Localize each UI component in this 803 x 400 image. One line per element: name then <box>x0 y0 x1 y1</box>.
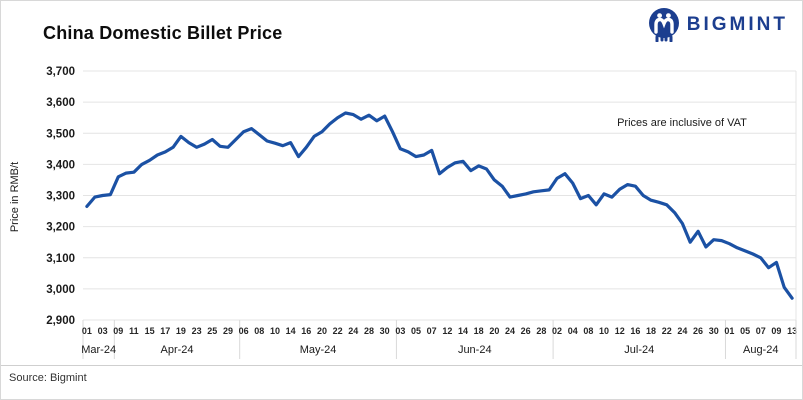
x-tick-label: 01 <box>82 326 92 336</box>
y-tick-label: 3,500 <box>46 128 75 140</box>
x-tick-label: 07 <box>756 326 766 336</box>
x-tick-label: 20 <box>317 326 327 336</box>
x-tick-label: 30 <box>380 326 390 336</box>
x-tick-label: 04 <box>568 326 578 336</box>
x-tick-label: 22 <box>662 326 672 336</box>
x-tick-label: 17 <box>160 326 170 336</box>
x-tick-label: 13 <box>787 326 797 336</box>
y-tick-label: 3,600 <box>46 97 75 109</box>
x-tick-label: 18 <box>474 326 484 336</box>
x-tick-label: 25 <box>207 326 217 336</box>
x-tick-label: 05 <box>740 326 750 336</box>
vat-annotation: Prices are inclusive of VAT <box>617 117 747 129</box>
price-line-series <box>85 111 794 300</box>
x-tick-label: 06 <box>239 326 249 336</box>
x-tick-label: 14 <box>458 326 468 336</box>
x-tick-label: 08 <box>254 326 264 336</box>
x-tick-label: 23 <box>192 326 202 336</box>
x-tick-label: 03 <box>98 326 108 336</box>
month-label: Jul-24 <box>624 344 654 356</box>
page-title: China Domestic Billet Price <box>43 23 283 43</box>
month-label: Aug-24 <box>743 344 778 356</box>
x-tick-label: 01 <box>724 326 734 336</box>
month-label: Mar-24 <box>81 344 116 356</box>
y-tick-label: 3,400 <box>46 159 75 171</box>
x-tick-label: 12 <box>615 326 625 336</box>
x-tick-label: 24 <box>505 326 515 336</box>
x-tick-label: 16 <box>301 326 311 336</box>
x-tick-label: 18 <box>646 326 656 336</box>
y-tick-label: 2,900 <box>46 315 75 327</box>
y-tick-label: 3,300 <box>46 191 75 203</box>
x-tick-label: 22 <box>333 326 343 336</box>
source-note: Source: Bigmint <box>9 372 87 384</box>
y-tick-label: 3,200 <box>46 222 75 234</box>
x-tick-label: 24 <box>348 326 358 336</box>
x-tick-label: 15 <box>145 326 155 336</box>
x-tick-label: 26 <box>521 326 531 336</box>
bigmint-logo-icon <box>648 8 680 42</box>
month-label: Jun-24 <box>458 344 492 356</box>
month-label: May-24 <box>300 344 337 356</box>
x-tick-label: 10 <box>270 326 280 336</box>
month-label: Apr-24 <box>161 344 194 356</box>
x-tick-label: 05 <box>411 326 421 336</box>
bigmint-logo-text: BIGMINT <box>686 14 788 35</box>
y-tick-label: 3,000 <box>46 284 75 296</box>
x-tick-label: 12 <box>442 326 452 336</box>
x-tick-label: 19 <box>176 326 186 336</box>
footer-divider <box>1 365 802 366</box>
x-tick-label: 28 <box>536 326 546 336</box>
x-tick-label: 09 <box>771 326 781 336</box>
bigmint-logo: BIGMINT <box>648 8 788 42</box>
x-tick-label: 03 <box>395 326 405 336</box>
x-tick-label: 30 <box>709 326 719 336</box>
x-tick-label: 10 <box>599 326 609 336</box>
x-tick-label: 02 <box>552 326 562 336</box>
x-tick-label: 14 <box>286 326 296 336</box>
x-tick-label: 24 <box>677 326 687 336</box>
x-tick-label: 07 <box>427 326 437 336</box>
y-tick-label: 3,700 <box>46 66 75 78</box>
x-tick-label: 09 <box>113 326 123 336</box>
x-tick-label: 29 <box>223 326 233 336</box>
x-tick-label: 28 <box>364 326 374 336</box>
x-tick-label: 08 <box>583 326 593 336</box>
y-tick-label: 3,100 <box>46 253 75 265</box>
x-tick-label: 16 <box>630 326 640 336</box>
x-tick-label: 11 <box>129 326 139 336</box>
x-tick-label: 20 <box>489 326 499 336</box>
x-tick-label: 26 <box>693 326 703 336</box>
